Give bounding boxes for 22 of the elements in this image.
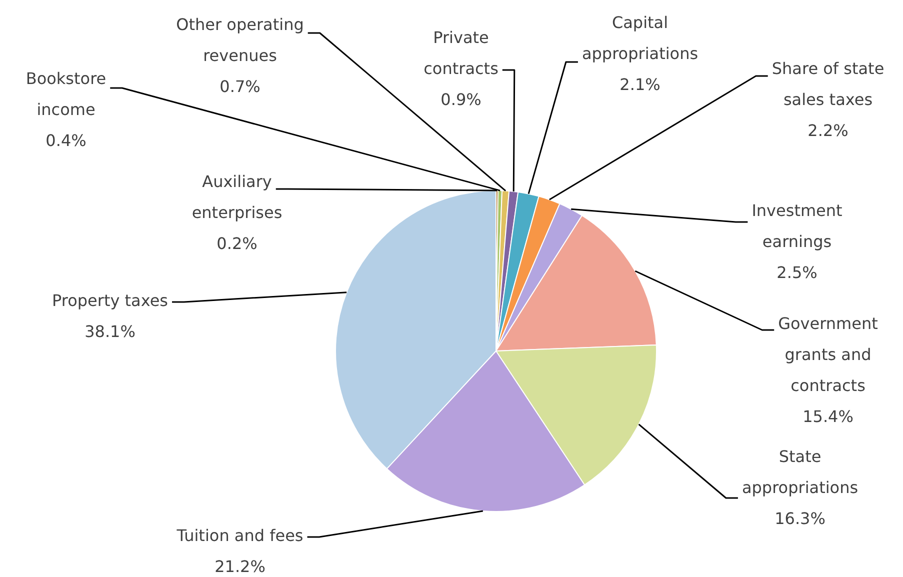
data-label: 0.9% [440,90,482,110]
slice-label: Government grants and contracts [778,314,878,396]
data-label: 0.4% [46,131,86,150]
data-label: 2.1% [620,75,660,94]
data-label: 2.5% [776,263,818,282]
data-label: 0.7% [220,77,260,96]
slice-label: Share of state sales taxes [772,59,884,110]
data-label: 15.4% [802,407,854,426]
data-label: 0.2% [216,234,258,254]
data-label: 38.1% [84,322,136,342]
slice-label: Property taxes [52,291,168,310]
slice-label: Tuition and fees [176,526,304,546]
slice-label: Capital appropriations [582,13,698,64]
slice-label: Private contracts [424,28,498,78]
data-label: 16.3% [774,509,826,528]
slice-label: Other operating revenues [176,15,304,66]
data-label: 21.2% [214,557,266,576]
slice-label: State appropriations [742,447,858,498]
slice-label: Investment earnings [752,201,842,252]
slice-label: Bookstore income [26,69,106,120]
data-label: 2.2% [808,121,848,140]
slice-label: Auxiliary enterprises [192,172,282,222]
